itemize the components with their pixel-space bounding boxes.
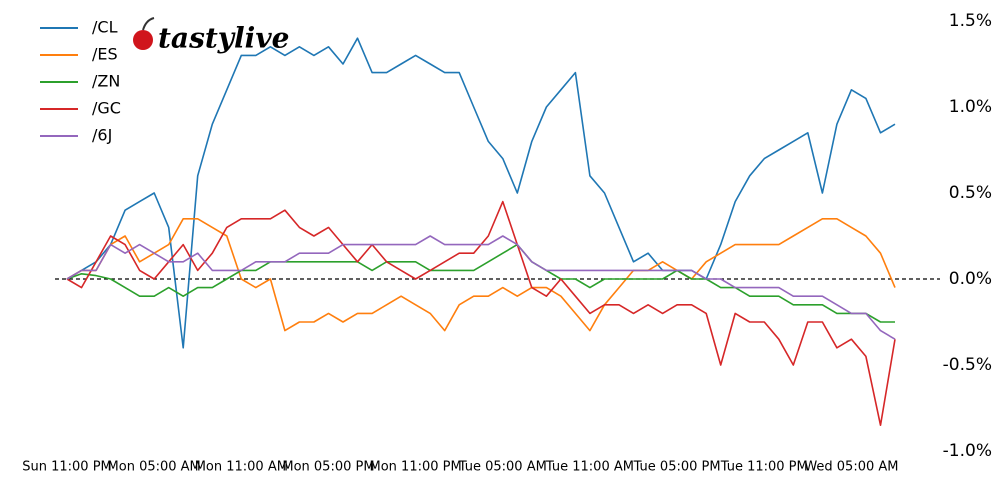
x-tick-label: Mon 11:00 AM [195, 460, 288, 475]
logo-cherry [133, 30, 153, 50]
y-tick-label: 1.0% [949, 97, 992, 117]
logo-text: tastylive [158, 22, 289, 55]
legend-label: /ZN [92, 72, 120, 91]
y-tick-label: 1.5% [949, 11, 992, 31]
series-line [66, 37, 896, 349]
x-tick-label: Mon 11:00 PM [370, 460, 462, 475]
legend-label: /6J [92, 126, 112, 145]
y-tick-label: 0.0% [949, 269, 992, 289]
y-tick-label: -0.5% [943, 355, 992, 375]
x-tick-label: Tue 11:00 PM [720, 460, 808, 475]
x-tick-label: Wed 05:00 AM [804, 460, 898, 475]
series-line [66, 218, 896, 332]
x-tick-label: Sun 11:00 PM [22, 460, 112, 475]
legend-label: /ES [92, 45, 118, 64]
y-tick-label: -1.0% [943, 441, 992, 461]
series-line [66, 200, 896, 426]
legend-label: /GC [92, 99, 121, 118]
series-line [66, 243, 895, 323]
x-tick-label: Mon 05:00 AM [108, 460, 201, 475]
x-tick-label: Tue 05:00 AM [458, 460, 547, 475]
y-tick-label: 0.5% [949, 183, 992, 203]
series-line [66, 235, 896, 340]
x-tick-label: Mon 05:00 PM [282, 460, 374, 475]
logo-stem [142, 17, 155, 31]
x-tick-label: Tue 11:00 AM [545, 460, 634, 475]
x-tick-label: Tue 05:00 PM [633, 460, 721, 475]
legend-label: /CL [92, 18, 118, 37]
